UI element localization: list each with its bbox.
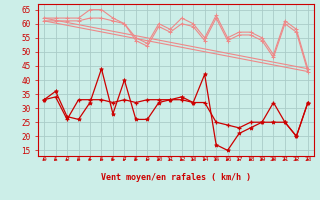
X-axis label: Vent moyen/en rafales ( km/h ): Vent moyen/en rafales ( km/h ): [101, 173, 251, 182]
